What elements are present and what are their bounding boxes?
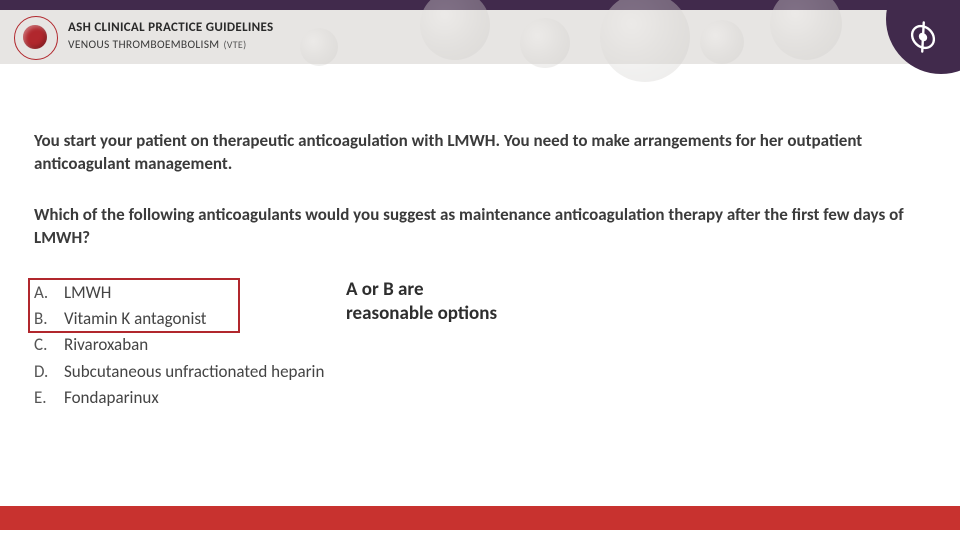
list-item: C. Rivaroxaban bbox=[34, 332, 926, 358]
header-title-line2: VENOUS THROMBOEMBOLISM (VTE) bbox=[68, 38, 273, 52]
content-area: You start your patient on therapeutic an… bbox=[34, 130, 926, 411]
option-letter: C. bbox=[34, 332, 64, 358]
header-title-line2-text: VENOUS THROMBOEMBOLISM bbox=[68, 38, 219, 52]
option-text: Rivaroxaban bbox=[64, 332, 148, 358]
logo-sphere-icon bbox=[23, 25, 47, 49]
option-letter: A. bbox=[34, 280, 64, 306]
answer-note-line2: reasonable options bbox=[346, 302, 497, 327]
scenario-text: You start your patient on therapeutic an… bbox=[34, 130, 926, 176]
option-letter: D. bbox=[34, 359, 64, 385]
header-title-line1: ASH CLINICAL PRACTICE GUIDELINES bbox=[68, 20, 273, 35]
ash-logo bbox=[14, 16, 58, 60]
answer-note-line1: A or B are bbox=[346, 278, 497, 303]
question-text: Which of the following anticoagulants wo… bbox=[34, 204, 926, 250]
list-item: D. Subcutaneous unfractionated heparin bbox=[34, 359, 926, 385]
droplet-icon bbox=[905, 19, 942, 56]
option-text: Vitamin K antagonist bbox=[64, 306, 207, 332]
option-text: LMWH bbox=[64, 280, 111, 306]
header-title-suffix: (VTE) bbox=[223, 38, 246, 51]
option-letter: E. bbox=[34, 385, 64, 411]
option-text: Subcutaneous unfractionated heparin bbox=[64, 359, 324, 385]
option-letter: B. bbox=[34, 306, 64, 332]
answer-note: A or B are reasonable options bbox=[346, 278, 497, 327]
header-band: ASH CLINICAL PRACTICE GUIDELINES VENOUS … bbox=[0, 10, 960, 64]
option-text: Fondaparinux bbox=[64, 385, 159, 411]
header-titles: ASH CLINICAL PRACTICE GUIDELINES VENOUS … bbox=[68, 20, 273, 52]
slide-root: ASH CLINICAL PRACTICE GUIDELINES VENOUS … bbox=[0, 0, 960, 540]
options-wrap: A. LMWH B. Vitamin K antagonist C. Rivar… bbox=[34, 280, 926, 412]
bottom-accent-bar bbox=[0, 506, 960, 530]
list-item: E. Fondaparinux bbox=[34, 385, 926, 411]
